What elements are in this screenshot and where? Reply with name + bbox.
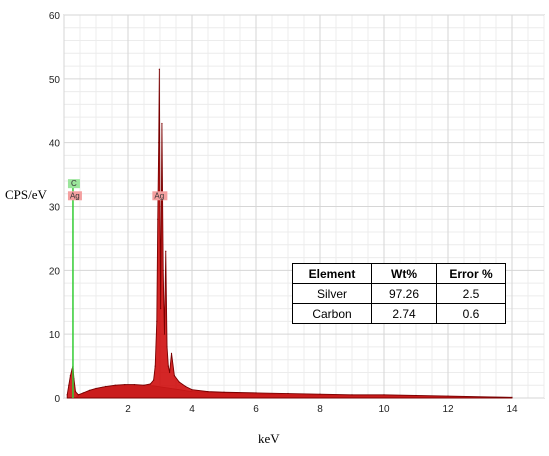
- spectrum-point: [105, 385, 107, 388]
- spectrum-point: [114, 384, 116, 386]
- spectrum-point: [223, 391, 225, 393]
- cell-wt-percent: 2.74: [371, 303, 437, 324]
- spectrum-point: [162, 269, 164, 271]
- y-tick-labels: 0 10 20 30 40 50 60: [49, 11, 61, 405]
- x-axis-title: keV: [258, 431, 280, 446]
- table-row: Silver 97.26 2.5: [292, 283, 506, 304]
- cell-element: Silver: [292, 283, 372, 304]
- spectrum-point: [157, 218, 159, 220]
- x-tick-labels: 2 4 6 8 10 12 14: [125, 404, 518, 415]
- weight-percent-table: Element Wt% Error % Silver 97.26 2.5 Car…: [292, 263, 506, 324]
- header-error-percent: Error %: [436, 263, 506, 284]
- silver-tag-low-label: Ag: [70, 191, 80, 200]
- spectrum-point: [66, 394, 68, 396]
- header-element: Element: [292, 263, 372, 284]
- spectrum-point: [169, 371, 171, 374]
- spectrum-point: [191, 389, 193, 391]
- spectrum-point: [153, 379, 155, 381]
- spectrum-point: [166, 346, 168, 348]
- cell-error-percent: 2.5: [436, 283, 506, 304]
- spectrum-point: [351, 394, 353, 396]
- spectrum-point: [68, 384, 70, 386]
- spectrum-point: [160, 308, 162, 310]
- spectrum-point: [143, 384, 145, 386]
- silver-tag-main-label: Ag: [154, 191, 164, 200]
- spectrum-point: [149, 383, 151, 385]
- x-tick-label: 14: [506, 404, 518, 415]
- marker-layer: C Ag Ag: [67, 179, 168, 398]
- spectrum-point: [133, 383, 135, 386]
- y-tick-label: 50: [49, 75, 61, 86]
- spectrum-point: [319, 393, 321, 395]
- spectrum-point: [255, 392, 257, 394]
- spectrum-area: [66, 69, 513, 399]
- table-header-row: Element Wt% Error %: [292, 263, 506, 284]
- x-tick-label: 4: [189, 404, 195, 415]
- spectrum-point: [161, 122, 163, 125]
- y-tick-label: 20: [49, 266, 61, 277]
- cell-element: Carbon: [292, 303, 372, 324]
- spectrum-point: [447, 395, 449, 397]
- spectrum-point: [167, 365, 169, 367]
- carbon-tag: [67, 179, 80, 189]
- carbon-tag-label: C: [71, 179, 77, 188]
- spectrum-point: [89, 389, 91, 391]
- spectrum-point: [82, 392, 84, 394]
- spectrum-point: [170, 352, 173, 354]
- spectrum-point: [156, 320, 158, 322]
- spectrum-point: [165, 250, 167, 252]
- y-tick-label: 60: [49, 11, 61, 22]
- spectrum-point: [415, 394, 417, 397]
- spectrum-point: [173, 375, 175, 377]
- spectrum-point: [383, 394, 385, 396]
- header-wt-percent: Wt%: [371, 263, 437, 284]
- y-tick-label: 40: [49, 139, 61, 150]
- spectrum-point: [74, 391, 77, 393]
- x-tick-label: 10: [378, 404, 390, 415]
- table-row: Carbon 2.74 0.6: [292, 303, 506, 324]
- spectrum-point: [159, 205, 161, 208]
- cell-error-percent: 0.6: [436, 303, 506, 324]
- x-tick-label: 6: [253, 404, 259, 415]
- spectrum-point: [154, 365, 156, 367]
- y-axis-title: CPS/eV: [5, 187, 48, 202]
- y-tick-label: 10: [49, 330, 61, 341]
- y-tick-label: 0: [54, 394, 60, 405]
- spectrum-point: [77, 394, 79, 396]
- cell-wt-percent: 97.26: [371, 283, 437, 304]
- spectrum-point: [158, 142, 160, 144]
- spectrum-point: [163, 333, 166, 335]
- spectrum-point: [158, 68, 160, 70]
- spectrum-point: [124, 383, 126, 386]
- silver-tag-low: [67, 191, 82, 201]
- spectrum-point: [207, 391, 209, 393]
- spectrum-point: [69, 375, 71, 377]
- x-tick-label: 8: [317, 404, 323, 415]
- spectrum-point: [287, 392, 289, 395]
- x-tick-label: 2: [125, 404, 131, 415]
- spectrum-point: [95, 387, 97, 390]
- y-tick-label: 30: [49, 203, 61, 214]
- spectrum-point: [178, 381, 180, 383]
- spectrum-point: [185, 385, 187, 388]
- spectrum-point: [511, 396, 513, 398]
- x-tick-label: 12: [442, 404, 454, 415]
- silver-tag-main: [152, 191, 168, 201]
